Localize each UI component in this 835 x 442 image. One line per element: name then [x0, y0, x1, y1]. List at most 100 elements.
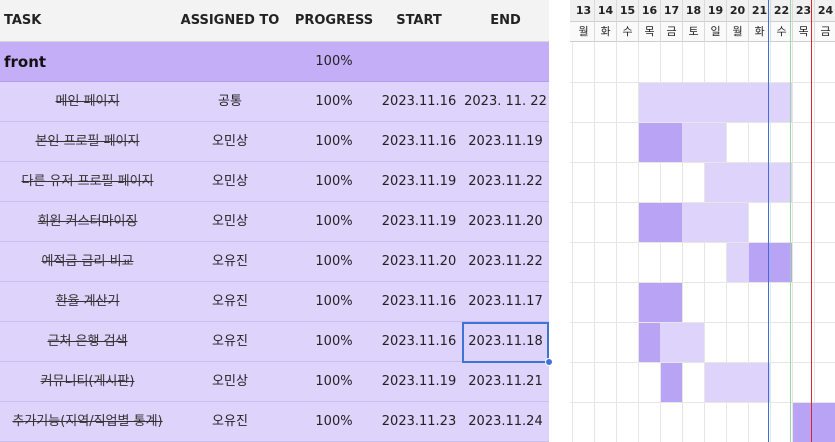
end-date-cell[interactable]: 2023.11.22: [468, 254, 543, 269]
end-date-cell[interactable]: 2023.11.20: [468, 214, 543, 229]
header-task[interactable]: TASK: [4, 13, 42, 28]
task-name-cell[interactable]: 추가기능(지역/직업별 통계): [12, 414, 163, 429]
marker-line-blue: [768, 0, 769, 442]
gantt-weekday-cell: 토: [683, 22, 705, 42]
selected-cell-outline[interactable]: [462, 322, 553, 366]
task-name-cell[interactable]: 커뮤니티(게시판): [40, 374, 135, 389]
progress-cell[interactable]: 100%: [315, 254, 353, 269]
gantt-bar-progress[interactable]: [639, 323, 660, 362]
table-row[interactable]: 회원 커스터마이징 오민상 100% 2023.11.19 2023.11.20: [0, 202, 549, 242]
fill-handle[interactable]: [545, 358, 553, 366]
header-assigned-to[interactable]: ASSIGNED TO: [180, 13, 280, 28]
start-date-cell[interactable]: 2023.11.20: [381, 254, 457, 269]
task-name-cell[interactable]: 다른 유저 프로필 페이지: [21, 174, 154, 189]
table-row[interactable]: 메인 페이지 공통 100% 2023.11.16 2023. 11. 22: [0, 82, 549, 122]
task-name-cell[interactable]: 근처 은행 검색: [47, 334, 128, 349]
gantt-bar-progress[interactable]: [749, 243, 792, 282]
group-row-front[interactable]: front 100%: [0, 42, 549, 82]
end-date-cell[interactable]: 2023.11.21: [468, 374, 543, 389]
gantt-day-cell: 22: [771, 0, 793, 22]
gantt-grid-row: [570, 82, 835, 83]
group-title[interactable]: front: [4, 53, 47, 71]
gantt-bar-progress[interactable]: [793, 403, 835, 442]
gantt-bar-progress[interactable]: [639, 123, 682, 162]
table-row[interactable]: 환율 계산기 오유진 100% 2023.11.16 2023.11.17: [0, 282, 549, 322]
header-progress[interactable]: PROGRESS: [294, 13, 374, 28]
end-date-cell[interactable]: 2023.11.22: [468, 174, 543, 189]
gantt-day-cell: 20: [727, 0, 749, 22]
table-row[interactable]: 다른 유저 프로필 페이지 오민상 100% 2023.11.19 2023.1…: [0, 162, 549, 202]
progress-cell[interactable]: 100%: [315, 334, 353, 349]
progress-cell[interactable]: 100%: [315, 294, 353, 309]
table-row[interactable]: 커뮤니티(게시판) 오민상 100% 2023.11.19 2023.11.21: [0, 362, 549, 402]
table-row[interactable]: 예적금 금리 비교 오유진 100% 2023.11.20 2023.11.22: [0, 242, 549, 282]
gantt-day-cell: 18: [683, 0, 705, 22]
start-date-cell[interactable]: 2023.11.19: [381, 214, 457, 229]
task-name-cell[interactable]: 예적금 금리 비교: [41, 254, 134, 269]
progress-cell[interactable]: 100%: [315, 174, 353, 189]
assigned-cell[interactable]: 오민상: [212, 134, 248, 149]
gantt-bar-progress[interactable]: [639, 203, 682, 242]
progress-cell[interactable]: 100%: [315, 94, 353, 109]
gantt-grid-row: [570, 282, 835, 283]
start-date-cell[interactable]: 2023.11.16: [381, 334, 457, 349]
progress-cell[interactable]: 100%: [315, 374, 353, 389]
table-row[interactable]: 근처 은행 검색 오유진 100% 2023.11.16 2023.11.18: [0, 322, 549, 362]
gantt-weekday-cell: 목: [639, 22, 661, 42]
header-start[interactable]: START: [396, 13, 442, 28]
gantt-grid-row: [570, 362, 835, 363]
start-date-cell[interactable]: 2023.11.23: [381, 414, 457, 429]
assigned-cell[interactable]: 공통: [218, 94, 242, 109]
gantt-grid-row: [570, 162, 835, 163]
gantt-grid-row: [570, 242, 835, 243]
assigned-cell[interactable]: 오민상: [212, 374, 248, 389]
end-date-cell[interactable]: 2023.11.19: [468, 134, 543, 149]
assigned-cell[interactable]: 오민상: [212, 174, 248, 189]
start-date-cell[interactable]: 2023.11.16: [381, 294, 457, 309]
header-end[interactable]: END: [490, 13, 521, 28]
gantt-bar-progress[interactable]: [661, 363, 682, 402]
group-progress[interactable]: 100%: [315, 54, 353, 69]
task-name-cell[interactable]: 회원 커스터마이징: [37, 214, 138, 229]
progress-cell[interactable]: 100%: [315, 214, 353, 229]
start-date-cell[interactable]: 2023.11.19: [381, 174, 457, 189]
start-date-cell[interactable]: 2023.11.16: [381, 134, 457, 149]
end-date-cell[interactable]: 2023.11.17: [468, 294, 543, 309]
gantt-weekday-cell: 월: [727, 22, 749, 42]
gantt-grid-row: [570, 122, 835, 123]
end-date-cell[interactable]: 2023. 11. 22: [464, 94, 547, 109]
gantt-bar-progress[interactable]: [639, 283, 682, 322]
task-name-cell[interactable]: 메인 페이지: [55, 94, 120, 109]
gantt-weekday-cell: 월: [573, 22, 595, 42]
gantt-bar[interactable]: [705, 163, 792, 202]
task-name-cell[interactable]: 환율 계산기: [55, 294, 120, 309]
gantt-day-cell: 16: [639, 0, 661, 22]
assigned-cell[interactable]: 오유진: [212, 334, 248, 349]
assigned-cell[interactable]: 오유진: [212, 254, 248, 269]
gantt-day-cell: 24: [815, 0, 835, 22]
gantt-day-cell: 19: [705, 0, 727, 22]
marker-line-green: [790, 0, 791, 442]
end-date-cell[interactable]: 2023.11.18: [468, 334, 543, 349]
start-date-cell[interactable]: 2023.11.19: [381, 374, 457, 389]
gantt-grid-row: [570, 202, 835, 203]
start-date-cell[interactable]: 2023.11.16: [381, 94, 457, 109]
progress-cell[interactable]: 100%: [315, 414, 353, 429]
gantt-bar[interactable]: [705, 363, 770, 402]
end-date-cell[interactable]: 2023.11.24: [468, 414, 543, 429]
gantt-weekday-cell: 수: [617, 22, 639, 42]
assigned-cell[interactable]: 오유진: [212, 294, 248, 309]
gantt-bar[interactable]: [639, 83, 792, 122]
assigned-cell[interactable]: 오민상: [212, 214, 248, 229]
task-table: TASK ASSIGNED TO PROGRESS START END fron…: [0, 0, 553, 442]
assigned-cell[interactable]: 오유진: [212, 414, 248, 429]
progress-cell[interactable]: 100%: [315, 134, 353, 149]
table-row[interactable]: 추가기능(지역/직업별 통계) 오유진 100% 2023.11.23 2023…: [0, 402, 549, 442]
table-row[interactable]: 본인 프로필 페이지 오민상 100% 2023.11.16 2023.11.1…: [0, 122, 549, 162]
gantt-grid-row: [570, 402, 835, 403]
gantt-weekday-cell: 일: [705, 22, 727, 42]
table-header: TASK ASSIGNED TO PROGRESS START END: [0, 0, 549, 42]
task-name-cell[interactable]: 본인 프로필 페이지: [35, 134, 140, 149]
